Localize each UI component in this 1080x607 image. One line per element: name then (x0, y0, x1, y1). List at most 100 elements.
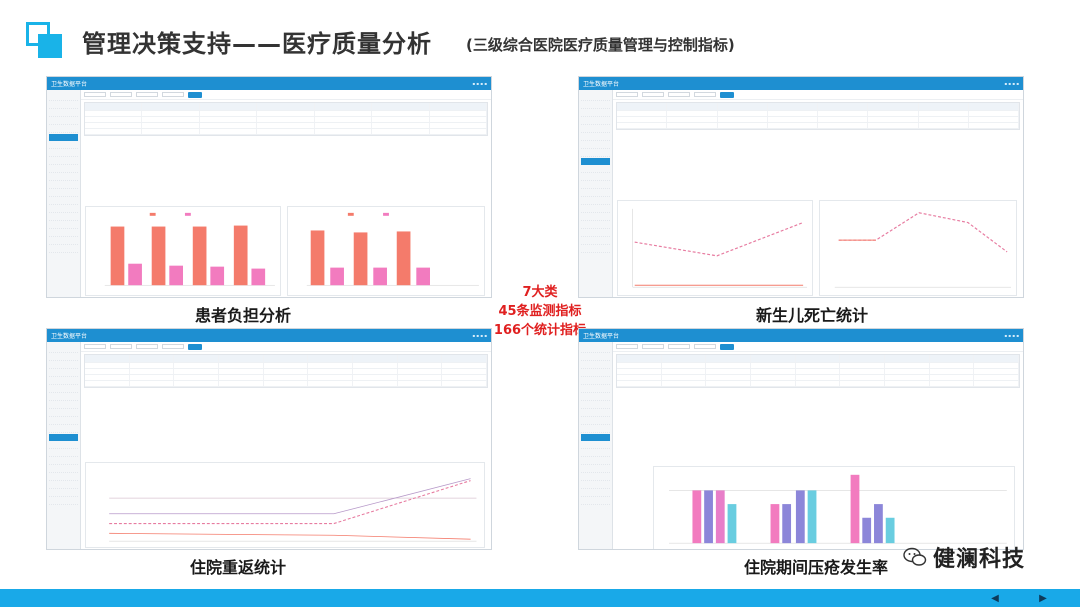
bar (874, 504, 883, 544)
line-chart-1 (617, 200, 813, 296)
bar (151, 226, 166, 286)
bar (782, 504, 792, 544)
bar (210, 266, 225, 286)
bar (310, 230, 325, 286)
filter-field[interactable] (616, 344, 638, 349)
sidebar-item-active[interactable] (581, 158, 610, 165)
bar (233, 225, 248, 286)
filter-field[interactable] (136, 344, 158, 349)
page-title: 管理决策支持——医疗质量分析 (82, 30, 432, 58)
panel-newborn-death: 卫生数据平台 ▪ ▪ ▪ ▪ (578, 76, 1024, 298)
filter-field[interactable] (84, 92, 106, 97)
bar (807, 490, 817, 544)
bar-chart-1 (85, 206, 281, 296)
series-line (109, 478, 471, 515)
query-button[interactable] (720, 343, 734, 350)
app-brand: 卫生数据平台 (583, 81, 620, 88)
caption-patient-burden: 患者负担分析 (195, 306, 292, 325)
panel-readmission: 卫生数据平台 ▪ ▪ ▪ ▪ (46, 328, 492, 550)
series-line (838, 212, 1008, 253)
bar (128, 263, 142, 286)
bar (416, 267, 430, 286)
watermark-text: 健澜科技 (933, 547, 1026, 572)
query-button[interactable] (720, 91, 734, 98)
bar (862, 517, 872, 544)
bar (353, 232, 368, 286)
header-utilities[interactable]: ▪ ▪ ▪ ▪ (472, 333, 487, 338)
app-brand: 卫生数据平台 (583, 333, 620, 340)
stats-note: 7大类 45条监测指标 166个统计指标 (493, 285, 587, 338)
next-arrow-icon[interactable]: ▶ (1039, 592, 1047, 604)
bar (715, 490, 725, 544)
bar-chart-pressure-ulcer (653, 466, 1015, 549)
caption-newborn-death: 新生儿死亡统计 (756, 306, 869, 325)
bar (850, 474, 860, 544)
bar (704, 490, 713, 544)
panel-header: 卫生数据平台 ▪ ▪ ▪ ▪ (579, 77, 1023, 90)
filter-field[interactable] (694, 344, 716, 349)
watermark: 健澜科技 (903, 541, 1025, 573)
panel-header: 卫生数据平台 ▪ ▪ ▪ ▪ (47, 329, 491, 342)
query-button[interactable] (188, 91, 202, 98)
panel-patient-burden: 卫生数据平台 ▪ ▪ ▪ ▪ (46, 76, 492, 298)
sidebar (47, 90, 81, 297)
filter-field[interactable] (162, 344, 184, 349)
line-chart-readmission (85, 462, 485, 548)
bar (169, 265, 183, 286)
filter-bar (81, 342, 491, 352)
filter-field[interactable] (642, 344, 664, 349)
filter-field[interactable] (162, 92, 184, 97)
bar (795, 490, 805, 544)
app-brand: 卫生数据平台 (51, 333, 88, 340)
bottom-bar (0, 589, 1080, 607)
sidebar-item-active[interactable] (49, 134, 78, 141)
filter-bar (613, 90, 1023, 100)
bar (330, 267, 344, 286)
filter-field[interactable] (616, 92, 638, 97)
sidebar (579, 342, 613, 549)
prev-arrow-icon[interactable]: ◀ (991, 592, 999, 604)
bar (692, 490, 702, 544)
bar (396, 231, 411, 286)
sidebar-item-active[interactable] (49, 434, 78, 441)
page-subtitle: (三级综合医院医疗质量管理与控制指标) (466, 36, 735, 54)
series-line (109, 532, 471, 540)
filter-bar (81, 90, 491, 100)
data-table (616, 102, 1020, 130)
header-utilities[interactable]: ▪ ▪ ▪ ▪ (1004, 81, 1019, 86)
panel-header: 卫生数据平台 ▪ ▪ ▪ ▪ (47, 77, 491, 90)
filter-field[interactable] (110, 92, 132, 97)
sidebar (47, 342, 81, 549)
bar (885, 517, 895, 544)
title-logo-icon (26, 22, 64, 60)
filter-bar (613, 342, 1023, 352)
caption-readmission: 住院重返统计 (190, 558, 287, 577)
app-brand: 卫生数据平台 (51, 81, 88, 88)
filter-field[interactable] (642, 92, 664, 97)
filter-field[interactable] (668, 344, 690, 349)
header-utilities[interactable]: ▪ ▪ ▪ ▪ (472, 81, 487, 86)
bar (727, 504, 737, 544)
bar-chart-2 (287, 206, 485, 296)
bar (110, 226, 125, 286)
line-chart-2 (819, 200, 1017, 296)
query-button[interactable] (188, 343, 202, 350)
panel-pressure-ulcer: 卫生数据平台 ▪ ▪ ▪ ▪ (578, 328, 1024, 550)
bar (251, 268, 266, 286)
panel-header: 卫生数据平台 ▪ ▪ ▪ ▪ (579, 329, 1023, 342)
header-utilities[interactable]: ▪ ▪ ▪ ▪ (1004, 333, 1019, 338)
data-table (84, 354, 488, 388)
bar (770, 504, 780, 544)
series-line (109, 480, 471, 525)
filter-field[interactable] (668, 92, 690, 97)
series-line (634, 221, 804, 257)
data-table (616, 354, 1020, 388)
filter-field[interactable] (84, 344, 106, 349)
filter-field[interactable] (694, 92, 716, 97)
filter-field[interactable] (136, 92, 158, 97)
wechat-icon (903, 547, 927, 567)
caption-pressure-ulcer: 住院期间压疮发生率 (744, 558, 889, 577)
sidebar-item-active[interactable] (581, 434, 610, 441)
filter-field[interactable] (110, 344, 132, 349)
